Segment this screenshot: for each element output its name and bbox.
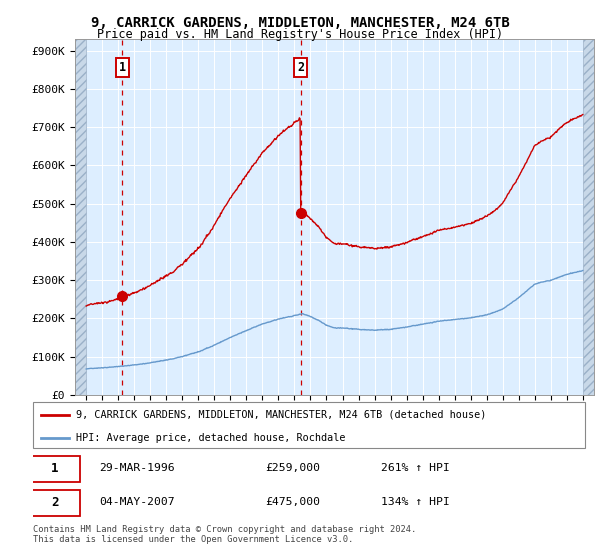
FancyBboxPatch shape (30, 490, 80, 516)
Text: 04-MAY-2007: 04-MAY-2007 (99, 497, 175, 507)
FancyBboxPatch shape (33, 402, 585, 448)
FancyBboxPatch shape (30, 456, 80, 482)
Text: 134% ↑ HPI: 134% ↑ HPI (381, 497, 449, 507)
Text: 9, CARRICK GARDENS, MIDDLETON, MANCHESTER, M24 6TB (detached house): 9, CARRICK GARDENS, MIDDLETON, MANCHESTE… (76, 410, 487, 420)
Text: 1: 1 (119, 62, 125, 74)
Text: 9, CARRICK GARDENS, MIDDLETON, MANCHESTER, M24 6TB: 9, CARRICK GARDENS, MIDDLETON, MANCHESTE… (91, 16, 509, 30)
Text: 2: 2 (52, 496, 59, 509)
Text: 2: 2 (297, 62, 304, 74)
Text: 29-MAR-1996: 29-MAR-1996 (99, 463, 175, 473)
Text: £475,000: £475,000 (265, 497, 320, 507)
Text: 261% ↑ HPI: 261% ↑ HPI (381, 463, 449, 473)
Text: £259,000: £259,000 (265, 463, 320, 473)
Text: Contains HM Land Registry data © Crown copyright and database right 2024.
This d: Contains HM Land Registry data © Crown c… (33, 525, 416, 544)
Text: Price paid vs. HM Land Registry's House Price Index (HPI): Price paid vs. HM Land Registry's House … (97, 28, 503, 41)
Text: HPI: Average price, detached house, Rochdale: HPI: Average price, detached house, Roch… (76, 433, 346, 443)
Text: 1: 1 (52, 461, 59, 475)
